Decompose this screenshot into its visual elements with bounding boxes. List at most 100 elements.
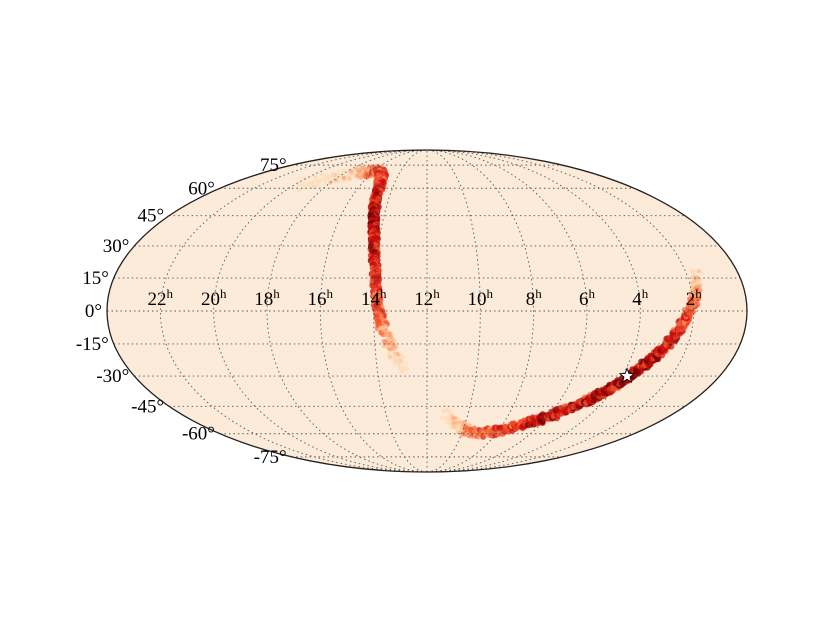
heat-cell [447,416,451,421]
heat-cell [311,174,315,179]
heat-cell [388,355,392,360]
heat-cell [389,346,394,352]
heat-cell [311,185,315,189]
heat-cell [303,179,307,183]
heat-cell [394,357,399,362]
dec-tick-label: -15° [76,334,109,355]
heat-cell [692,279,696,283]
heat-cell [344,177,348,182]
heat-cell [399,368,403,372]
heat-cell [346,174,351,179]
heat-cell [332,174,336,178]
heat-cell [445,408,449,412]
heat-cell [385,334,389,338]
heat-cell [383,324,388,329]
dec-tick-label: -45° [131,396,164,417]
heat-cell [336,172,341,177]
heat-cell [393,353,397,357]
heat-cell [309,181,314,186]
heat-cell [387,336,392,341]
heat-cell [302,184,306,188]
heat-cell [312,180,316,184]
heat-cell [313,174,318,179]
heat-cell [449,412,454,417]
heat-cell [397,358,401,362]
heat-cell [321,176,325,180]
heat-cell [381,343,387,349]
heat-cell [397,367,402,371]
heat-cell [462,430,468,437]
dec-tick-label: 75° [260,155,287,176]
heat-cell [324,181,328,186]
heat-cell [342,179,347,184]
heat-cell [341,178,346,183]
heat-cell [340,175,344,179]
heat-cell [318,181,322,185]
heat-cell [397,356,401,361]
heat-cell [349,177,354,181]
probability-heatmap [289,163,704,440]
heat-cell [448,417,452,422]
dec-tick-label: 30° [103,236,130,257]
heat-cell [306,181,311,186]
heat-cell [387,344,391,348]
heat-cell [392,347,397,351]
heat-cell [389,335,395,340]
heat-cell [400,370,405,374]
heat-cell [401,361,405,366]
heat-cell [401,357,405,361]
heat-cell [384,344,389,349]
heat-cell [350,170,355,175]
heat-cell [376,319,382,326]
heat-cell [404,360,408,364]
heat-cell [297,188,302,192]
heat-cell [347,175,351,179]
heat-cell [446,406,450,411]
heat-cell [392,347,397,352]
heat-cell [323,180,328,185]
heat-cell [332,172,336,177]
heat-cell [452,418,457,422]
heat-cell [326,173,330,177]
heat-cell [396,364,400,368]
heat-cell [314,184,319,188]
heat-cell [445,404,449,408]
heat-cell [387,351,391,355]
heat-cell [379,324,385,330]
dec-tick-label: 60° [188,178,215,199]
heat-cell [398,358,403,363]
heat-cell [326,175,330,179]
heat-cell [313,184,318,188]
heat-cell [393,364,397,368]
heat-cell [386,346,391,351]
heat-cell [301,176,305,181]
heat-cell [311,184,315,188]
heat-cell [322,174,328,179]
heat-cell [396,353,400,358]
heat-cell [400,366,404,370]
heat-cell [455,421,461,426]
heat-cell [446,419,451,424]
heat-cell [299,188,303,192]
heat-cell [387,344,392,348]
heat-cell [311,184,316,189]
heat-cell [359,174,364,179]
heat-cell [467,423,472,428]
heat-cell [448,426,453,430]
heat-cell [392,363,396,367]
heat-cell [449,414,453,419]
heat-cell [394,361,399,365]
heat-cell [446,419,451,424]
heat-cell [303,184,307,188]
heat-cell [296,183,300,188]
heat-cell [451,420,456,426]
heat-cell [327,177,331,181]
heat-cell [382,338,388,344]
heat-cell [439,416,443,420]
heat-cell [398,356,403,360]
heat-cell [445,415,450,419]
heat-cell [387,341,391,345]
heat-cell [440,408,444,412]
heat-cell [348,172,352,177]
heat-cell [396,349,400,353]
